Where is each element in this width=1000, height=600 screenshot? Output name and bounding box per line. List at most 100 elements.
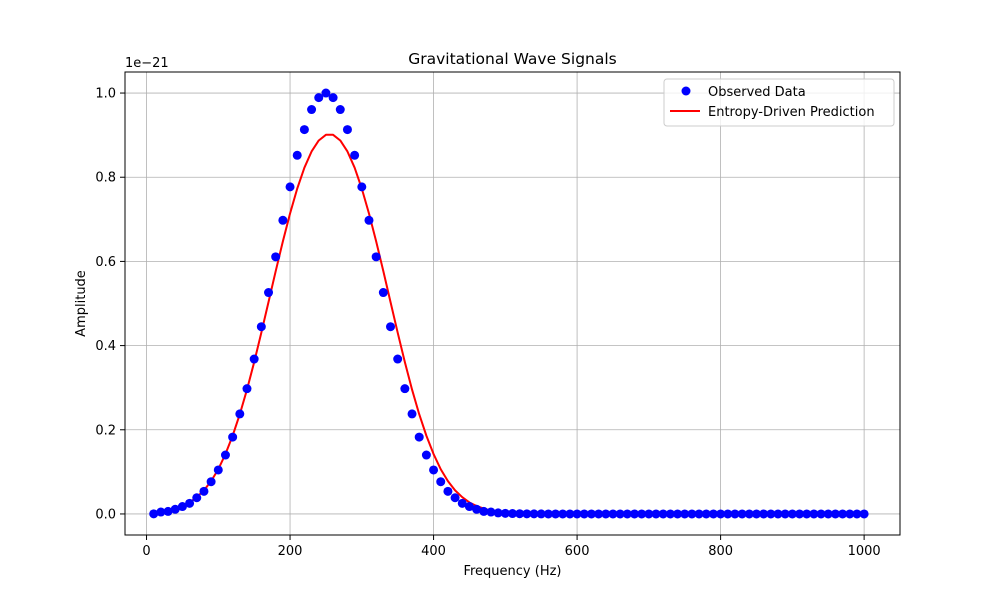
observed-point xyxy=(264,288,274,298)
observed-point xyxy=(472,504,482,514)
observed-point xyxy=(436,477,446,487)
y-tick-label: 0.8 xyxy=(95,171,116,186)
observed-point xyxy=(665,509,675,519)
observed-point xyxy=(249,354,259,364)
observed-point xyxy=(192,493,202,503)
observed-point xyxy=(838,509,848,519)
observed-point xyxy=(170,504,180,514)
observed-point xyxy=(651,509,661,519)
observed-point xyxy=(493,508,503,518)
x-tick-label: 400 xyxy=(421,544,446,559)
observed-point xyxy=(378,288,388,298)
observed-point xyxy=(572,509,582,519)
observed-point xyxy=(213,465,223,475)
observed-point xyxy=(795,509,805,519)
observed-point xyxy=(386,322,396,332)
observed-point xyxy=(486,507,496,517)
y-axis-offset-label: 1e−21 xyxy=(125,56,169,71)
observed-point xyxy=(579,509,589,519)
observed-point xyxy=(429,465,439,475)
observed-point xyxy=(543,509,553,519)
observed-point xyxy=(400,384,410,394)
observed-point xyxy=(622,509,632,519)
observed-point xyxy=(601,509,611,519)
observed-point xyxy=(658,509,668,519)
observed-point xyxy=(242,384,252,394)
observed-point xyxy=(673,509,683,519)
observed-point xyxy=(299,125,309,135)
plot-frame xyxy=(124,71,901,536)
legend: Observed Data Entropy-Driven Prediction xyxy=(663,78,895,127)
x-axis-title: Frequency (Hz) xyxy=(463,564,561,579)
observed-point xyxy=(565,509,575,519)
observed-point xyxy=(859,509,869,519)
observed-point xyxy=(687,509,697,519)
observed-point xyxy=(759,509,769,519)
observed-point xyxy=(773,509,783,519)
observed-point xyxy=(342,125,352,135)
observed-point xyxy=(615,509,625,519)
y-tick-label: 0.0 xyxy=(95,507,116,522)
observed-point xyxy=(314,93,324,103)
observed-point xyxy=(680,509,690,519)
observed-point xyxy=(830,509,840,519)
observed-point xyxy=(278,215,288,225)
observed-point xyxy=(199,486,209,496)
observed-point xyxy=(522,509,532,519)
observed-point xyxy=(371,252,381,262)
observed-point xyxy=(335,105,345,115)
observed-point xyxy=(558,509,568,519)
observed-point xyxy=(228,432,238,442)
axis-ticks: 0 200 400 600 800 1000 0.0 0.2 0.4 0.6 0.8 1.0 xyxy=(95,87,880,559)
observed-point xyxy=(737,509,747,519)
observed-point xyxy=(292,150,302,160)
observed-point xyxy=(637,509,647,519)
observed-point xyxy=(816,509,826,519)
legend-marker-observed xyxy=(681,86,691,96)
observed-point xyxy=(149,509,159,519)
observed-point xyxy=(414,432,424,442)
observed-point xyxy=(443,486,453,496)
observed-point xyxy=(708,509,718,519)
observed-point xyxy=(744,509,754,519)
observed-point xyxy=(701,509,711,519)
observed-point xyxy=(694,509,704,519)
observed-point xyxy=(328,93,338,103)
observed-point xyxy=(256,322,266,332)
observed-point xyxy=(845,509,855,519)
x-tick-label: 600 xyxy=(565,544,590,559)
observed-point xyxy=(185,498,195,508)
legend-label-observed: Observed Data xyxy=(708,85,806,100)
observed-point xyxy=(751,509,761,519)
x-tick-label: 200 xyxy=(278,544,303,559)
observed-point xyxy=(206,477,216,487)
observed-point xyxy=(529,509,539,519)
observed-point xyxy=(321,88,331,98)
observed-point xyxy=(271,252,281,262)
observed-point xyxy=(515,509,525,519)
observed-point xyxy=(629,509,639,519)
chart-title: Gravitational Wave Signals xyxy=(408,50,617,68)
y-tick-label: 0.2 xyxy=(95,423,116,438)
observed-point xyxy=(177,502,187,512)
observed-point xyxy=(766,509,776,519)
y-tick-label: 1.0 xyxy=(95,87,116,102)
observed-point xyxy=(220,450,230,460)
observed-point xyxy=(644,509,654,519)
observed-point xyxy=(551,509,561,519)
observed-point xyxy=(802,509,812,519)
observed-point xyxy=(508,509,517,519)
observed-point xyxy=(823,509,833,519)
observed-point xyxy=(407,409,417,419)
observed-point xyxy=(608,509,618,519)
observed-point xyxy=(852,509,862,519)
observed-point xyxy=(457,498,467,508)
observed-point xyxy=(464,502,474,512)
observed-point xyxy=(586,509,596,519)
observed-point xyxy=(307,105,317,115)
y-tick-label: 0.4 xyxy=(95,339,116,354)
x-tick-label: 800 xyxy=(708,544,733,559)
observed-point xyxy=(500,508,510,518)
observed-point xyxy=(723,509,733,519)
